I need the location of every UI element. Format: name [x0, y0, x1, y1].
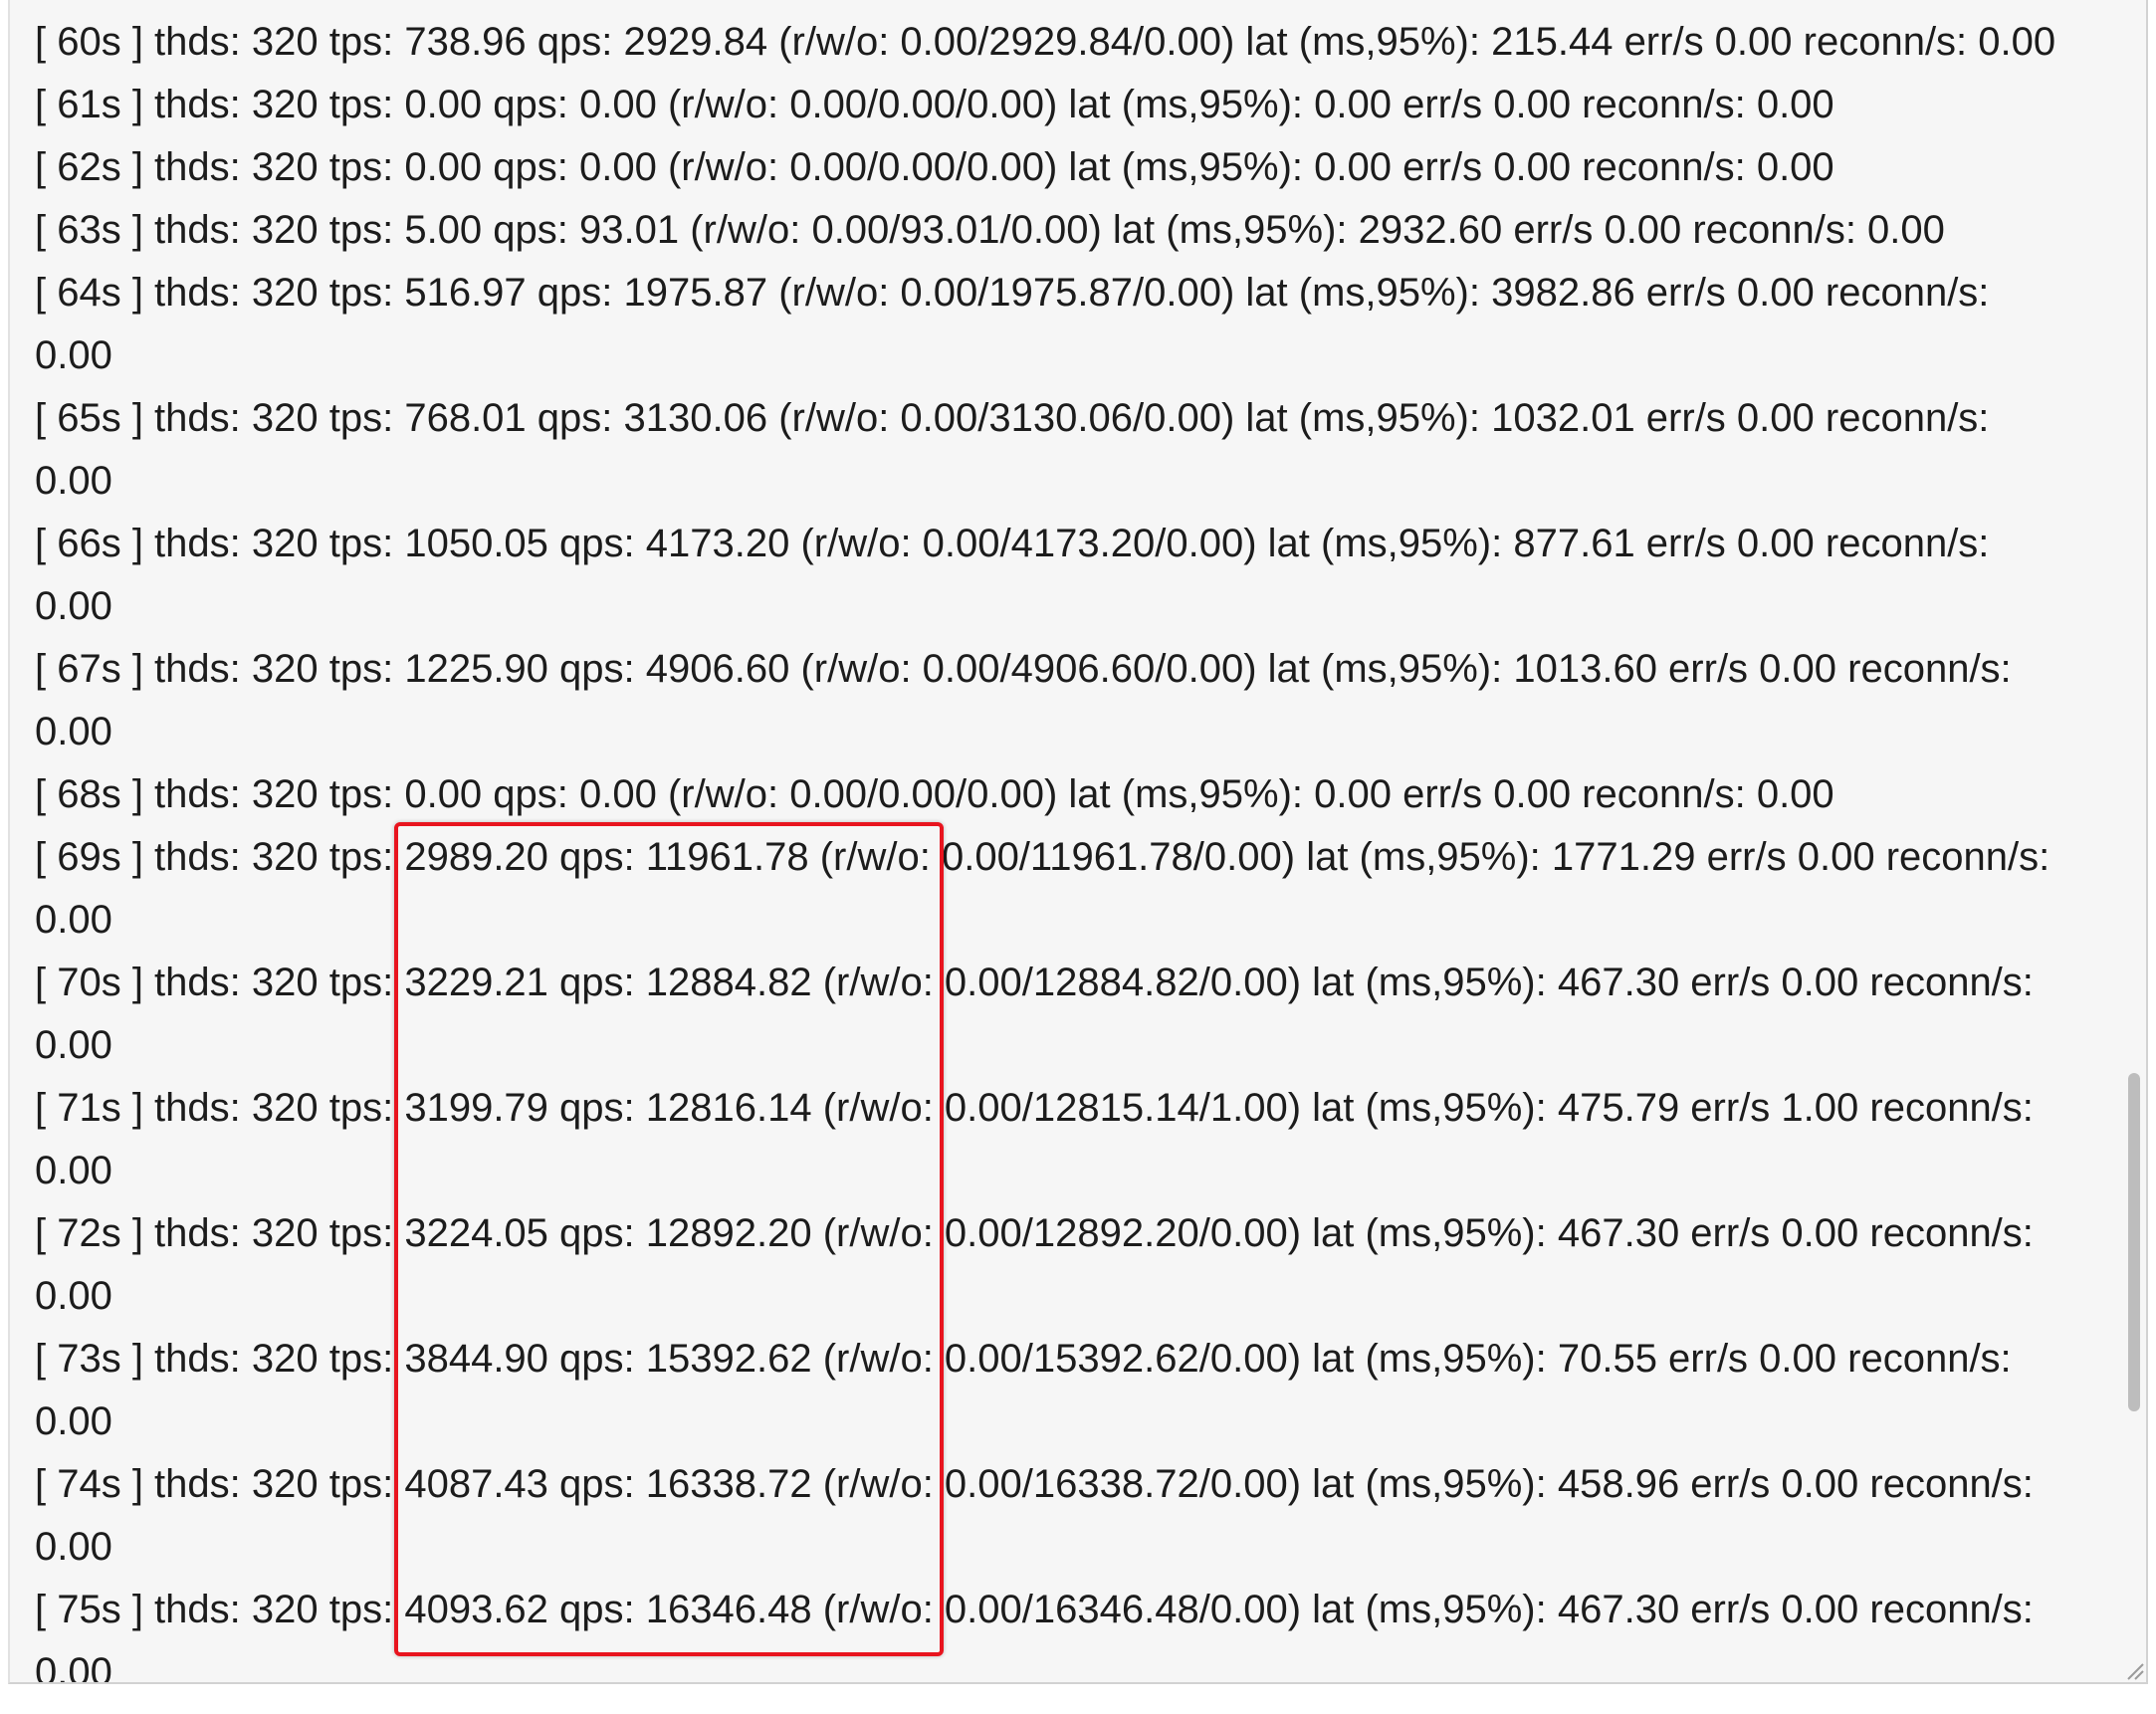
- log-line: [ 70s ] thds: 320 tps: 3229.21 qps: 1288…: [35, 961, 2034, 1004]
- vertical-scrollbar-thumb[interactable]: [2128, 1073, 2140, 1411]
- log-line-wrap: 0.00: [35, 1650, 112, 1684]
- log-line: [ 63s ] thds: 320 tps: 5.00 qps: 93.01 (…: [35, 208, 1945, 252]
- log-line: [ 65s ] thds: 320 tps: 768.01 qps: 3130.…: [35, 396, 1990, 440]
- log-output-textarea[interactable]: [ 60s ] thds: 320 tps: 738.96 qps: 2929.…: [8, 0, 2148, 1684]
- log-line: [ 60s ] thds: 320 tps: 738.96 qps: 2929.…: [35, 20, 2056, 64]
- log-line: [ 71s ] thds: 320 tps: 3199.79 qps: 1281…: [35, 1086, 2034, 1130]
- log-line: [ 64s ] thds: 320 tps: 516.97 qps: 1975.…: [35, 271, 1990, 315]
- log-line-wrap: 0.00: [35, 333, 112, 377]
- log-line-wrap: 0.00: [35, 1274, 112, 1318]
- log-line: [ 67s ] thds: 320 tps: 1225.90 qps: 4906…: [35, 647, 2012, 691]
- log-line-wrap: 0.00: [35, 584, 112, 628]
- log-line-wrap: 0.00: [35, 459, 112, 503]
- log-line: [ 66s ] thds: 320 tps: 1050.05 qps: 4173…: [35, 522, 1990, 565]
- log-line: [ 61s ] thds: 320 tps: 0.00 qps: 0.00 (r…: [35, 83, 1834, 126]
- log-line: [ 72s ] thds: 320 tps: 3224.05 qps: 1289…: [35, 1211, 2034, 1255]
- log-line-wrap: 0.00: [35, 1525, 112, 1569]
- log-line: [ 68s ] thds: 320 tps: 0.00 qps: 0.00 (r…: [35, 772, 1834, 816]
- log-line: [ 73s ] thds: 320 tps: 3844.90 qps: 1539…: [35, 1337, 2012, 1381]
- log-line-wrap: 0.00: [35, 710, 112, 753]
- log-line-wrap: 0.00: [35, 1399, 112, 1443]
- log-line: [ 69s ] thds: 320 tps: 2989.20 qps: 1196…: [35, 835, 2050, 879]
- log-line-wrap: 0.00: [35, 898, 112, 942]
- log-line: [ 74s ] thds: 320 tps: 4087.43 qps: 1633…: [35, 1462, 2034, 1506]
- log-line-wrap: 0.00: [35, 1149, 112, 1192]
- resize-grip-icon[interactable]: [2124, 1660, 2144, 1680]
- log-lines: [ 60s ] thds: 320 tps: 738.96 qps: 2929.…: [35, 11, 2105, 1684]
- log-line: [ 62s ] thds: 320 tps: 0.00 qps: 0.00 (r…: [35, 145, 1834, 189]
- highlight-annotation-box: [394, 822, 944, 1656]
- log-line: [ 75s ] thds: 320 tps: 4093.62 qps: 1634…: [35, 1588, 2034, 1631]
- log-line-wrap: 0.00: [35, 1023, 112, 1067]
